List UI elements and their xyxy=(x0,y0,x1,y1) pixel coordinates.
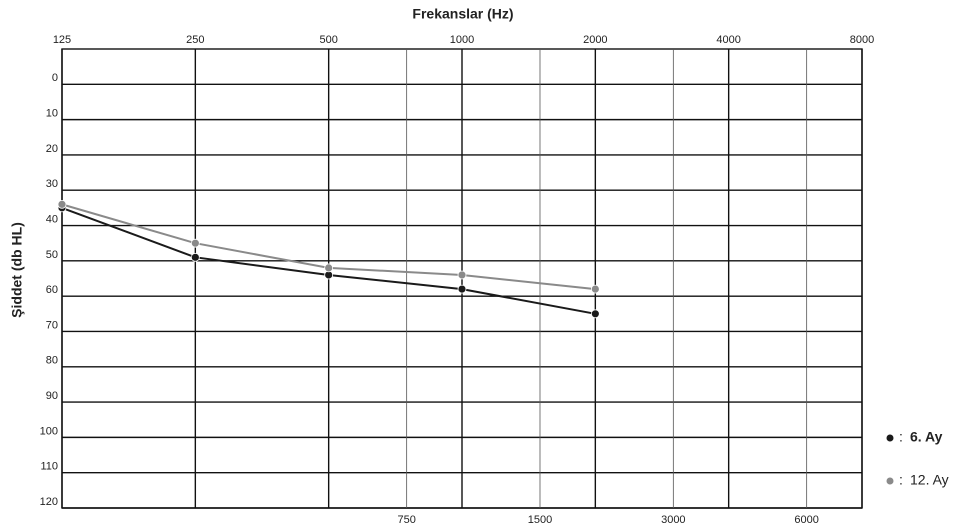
y-tick-label: 50 xyxy=(46,249,58,261)
y-tick-label: 90 xyxy=(46,390,58,402)
data-point xyxy=(457,284,467,294)
legend-separator: : xyxy=(899,472,903,488)
y-tick-label: 0 xyxy=(52,72,58,84)
data-point xyxy=(590,284,600,294)
legend-marker xyxy=(886,477,894,485)
data-point xyxy=(457,270,467,280)
x-minor-tick-label: 1500 xyxy=(528,514,552,526)
y-axis-label: Şiddet (db HL) xyxy=(9,222,25,318)
data-point xyxy=(190,252,200,262)
x-tick-label: 250 xyxy=(186,34,204,46)
y-tick-label: 120 xyxy=(40,496,58,508)
x-tick-label: 500 xyxy=(319,34,337,46)
legend-separator: : xyxy=(899,429,903,445)
x-tick-label: 2000 xyxy=(583,34,607,46)
y-tick-label: 20 xyxy=(46,143,58,155)
x-tick-label: 4000 xyxy=(716,34,740,46)
y-tick-label: 80 xyxy=(46,355,58,367)
legend-marker xyxy=(886,434,894,442)
x-minor-tick-label: 750 xyxy=(397,514,415,526)
y-tick-label: 70 xyxy=(46,319,58,331)
y-tick-label: 40 xyxy=(46,213,58,225)
x-minor-tick-label: 3000 xyxy=(661,514,685,526)
data-point xyxy=(190,238,200,248)
x-minor-tick-label: 6000 xyxy=(794,514,818,526)
data-point xyxy=(324,263,334,273)
x-tick-label: 8000 xyxy=(850,34,874,46)
data-point xyxy=(590,309,600,319)
data-point xyxy=(57,199,67,209)
legend-label: 6. Ay xyxy=(910,429,943,445)
y-tick-label: 100 xyxy=(40,425,58,437)
y-tick-label: 10 xyxy=(46,108,58,120)
y-tick-label: 30 xyxy=(46,178,58,190)
x-tick-label: 125 xyxy=(53,34,71,46)
y-tick-label: 110 xyxy=(40,461,58,473)
chart-title: Frekanslar (Hz) xyxy=(412,6,513,22)
x-tick-label: 1000 xyxy=(450,34,474,46)
legend-label: 12. Ay xyxy=(910,472,949,488)
y-tick-label: 60 xyxy=(46,284,58,296)
